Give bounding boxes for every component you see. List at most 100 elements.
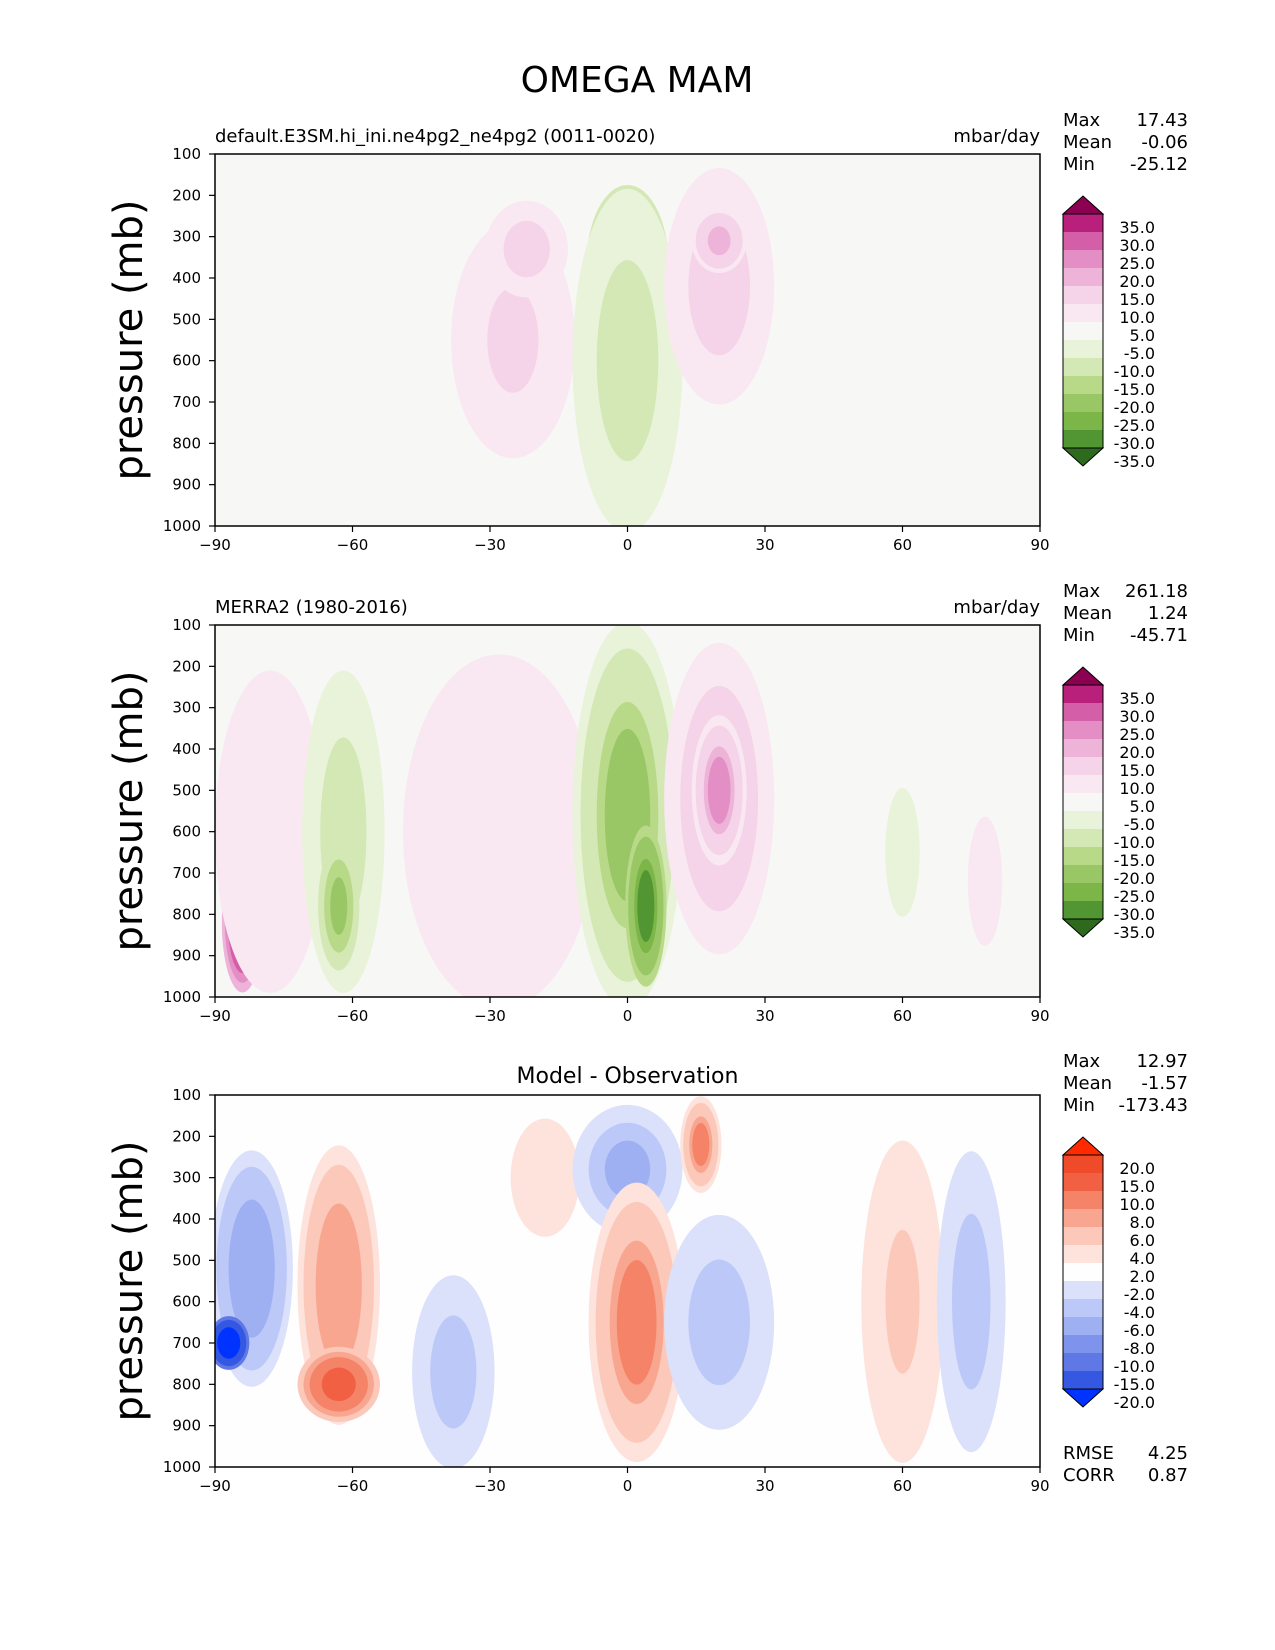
colorbar-segment bbox=[1063, 268, 1103, 286]
colorbar-extend-top bbox=[1061, 195, 1105, 215]
colorbar-segment bbox=[1063, 721, 1103, 739]
colorbar: 35.030.025.020.015.010.05.0-5.0-10.0-15.… bbox=[1061, 666, 1155, 942]
contour-pos-5-4 bbox=[707, 226, 731, 256]
y-tick-label: 400 bbox=[172, 269, 201, 287]
colorbar-label: -6.0 bbox=[1124, 1321, 1155, 1340]
x-tick-label: 0 bbox=[623, 1007, 633, 1025]
colorbar-label: 10.0 bbox=[1119, 1195, 1155, 1214]
y-axis-label: pressure (mb) bbox=[106, 1140, 152, 1421]
x-tick-label: 60 bbox=[893, 536, 912, 554]
panel-units: mbar/day bbox=[953, 597, 1040, 618]
stat-value: -0.06 bbox=[1141, 132, 1188, 153]
colorbar-segment bbox=[1063, 304, 1103, 322]
y-tick-label: 400 bbox=[172, 740, 201, 758]
colorbar: 35.030.025.020.015.010.05.0-5.0-10.0-15.… bbox=[1061, 195, 1155, 471]
colorbar-label: -30.0 bbox=[1114, 434, 1155, 453]
contour-fields bbox=[451, 168, 775, 526]
contour-fields bbox=[215, 625, 1003, 997]
contour-pos-8-4 bbox=[692, 1123, 710, 1167]
colorbar-label: 25.0 bbox=[1119, 254, 1155, 273]
panel-diff: −90 −60 −30 0 30 60 90 100 200 300 400 500 600 700 800… bbox=[106, 1051, 1188, 1495]
contour-pos-10-4 bbox=[885, 1229, 920, 1374]
y-tick-label: 500 bbox=[172, 781, 201, 799]
colorbar-segment bbox=[1063, 865, 1103, 883]
y-tick-label: 900 bbox=[172, 476, 201, 494]
x-tick-label: −60 bbox=[337, 1007, 369, 1025]
y-tick-label: 100 bbox=[172, 145, 201, 163]
colorbar-label: 20.0 bbox=[1119, 743, 1155, 762]
x-tick-label: 60 bbox=[893, 1477, 912, 1495]
x-tick-label: 90 bbox=[1030, 1007, 1049, 1025]
colorbar-segment bbox=[1063, 286, 1103, 304]
x-tick-label: −60 bbox=[337, 1477, 369, 1495]
contour-pos-5-4 bbox=[530, 1151, 560, 1205]
colorbar-segment bbox=[1063, 394, 1103, 412]
contour-neg-3-4 bbox=[604, 283, 651, 438]
colorbar-segment bbox=[1063, 829, 1103, 847]
colorbar-segment bbox=[1063, 1299, 1103, 1317]
colorbar-label: 2.0 bbox=[1130, 1267, 1155, 1286]
colorbar-label: -20.0 bbox=[1114, 398, 1155, 417]
colorbar-segment bbox=[1063, 1191, 1103, 1209]
colorbar-segment bbox=[1063, 376, 1103, 394]
stat-value: -45.71 bbox=[1130, 625, 1188, 646]
colorbar-label: 35.0 bbox=[1119, 689, 1155, 708]
stat-label: Min bbox=[1063, 1095, 1095, 1116]
colorbar-frame bbox=[1062, 684, 1104, 920]
y-tick-label: 200 bbox=[172, 657, 201, 675]
colorbar-extend-bottom bbox=[1061, 447, 1105, 467]
contour-neg-9-4 bbox=[696, 1274, 742, 1371]
x-tick-label: 30 bbox=[755, 536, 774, 554]
colorbar-label: 20.0 bbox=[1119, 272, 1155, 291]
x-tick-label: −90 bbox=[199, 1007, 231, 1025]
colorbar-label: -15.0 bbox=[1114, 1375, 1155, 1394]
colorbar-segment bbox=[1063, 1281, 1103, 1299]
y-tick-label: 800 bbox=[172, 1375, 201, 1393]
colorbar-frame bbox=[1062, 1154, 1104, 1390]
colorbar-label: -25.0 bbox=[1114, 887, 1155, 906]
colorbar-label: 30.0 bbox=[1119, 236, 1155, 255]
colorbar-segment bbox=[1063, 847, 1103, 865]
colorbar-frame bbox=[1062, 213, 1104, 449]
y-tick-label: 400 bbox=[172, 1210, 201, 1228]
colorbar-segment bbox=[1063, 358, 1103, 376]
colorbar-segment bbox=[1063, 1227, 1103, 1245]
stat-value: -25.12 bbox=[1130, 154, 1188, 175]
colorbar-segment bbox=[1063, 757, 1103, 775]
y-tick-label: 700 bbox=[172, 1334, 201, 1352]
contour-pos-8-4 bbox=[707, 756, 731, 824]
colorbar-label: 8.0 bbox=[1130, 1213, 1155, 1232]
y-tick-label: 600 bbox=[172, 1293, 201, 1311]
colorbar-label: -20.0 bbox=[1114, 869, 1155, 888]
colorbar-segment bbox=[1063, 685, 1103, 703]
stat-value: 1.24 bbox=[1148, 603, 1188, 624]
x-tick-label: −90 bbox=[199, 1477, 231, 1495]
y-tick-label: 100 bbox=[172, 1086, 201, 1104]
stat-label: Min bbox=[1063, 154, 1095, 175]
colorbar-label: -15.0 bbox=[1114, 851, 1155, 870]
y-tick-label: 300 bbox=[172, 699, 201, 717]
colorbar: 20.015.010.08.06.04.02.0-2.0-4.0-6.0-8.0… bbox=[1061, 1136, 1155, 1412]
colorbar-label: -20.0 bbox=[1114, 1393, 1155, 1412]
colorbar-label: 15.0 bbox=[1119, 1177, 1155, 1196]
y-tick-label: 500 bbox=[172, 1251, 201, 1269]
x-tick-label: 0 bbox=[623, 1477, 633, 1495]
contour-pos-3-4 bbox=[321, 1367, 356, 1402]
colorbar-label: 6.0 bbox=[1130, 1231, 1155, 1250]
colorbar-segment bbox=[1063, 811, 1103, 829]
stat-label: RMSE bbox=[1063, 1443, 1114, 1464]
contour-pos-0-4 bbox=[487, 287, 539, 393]
y-tick-label: 900 bbox=[172, 1417, 201, 1435]
panel-title: Model - Observation bbox=[517, 1064, 739, 1089]
colorbar-label: -10.0 bbox=[1114, 1357, 1155, 1376]
y-tick-label: 300 bbox=[172, 228, 201, 246]
colorbar-segment bbox=[1063, 1245, 1103, 1263]
y-tick-label: 700 bbox=[172, 393, 201, 411]
colorbar-segment bbox=[1063, 1155, 1103, 1173]
x-tick-label: 30 bbox=[755, 1007, 774, 1025]
contour-fields bbox=[215, 1096, 1006, 1467]
stat-value: 0.87 bbox=[1148, 1465, 1188, 1486]
contour-neg-4-4 bbox=[436, 1328, 471, 1416]
x-tick-label: −60 bbox=[337, 536, 369, 554]
